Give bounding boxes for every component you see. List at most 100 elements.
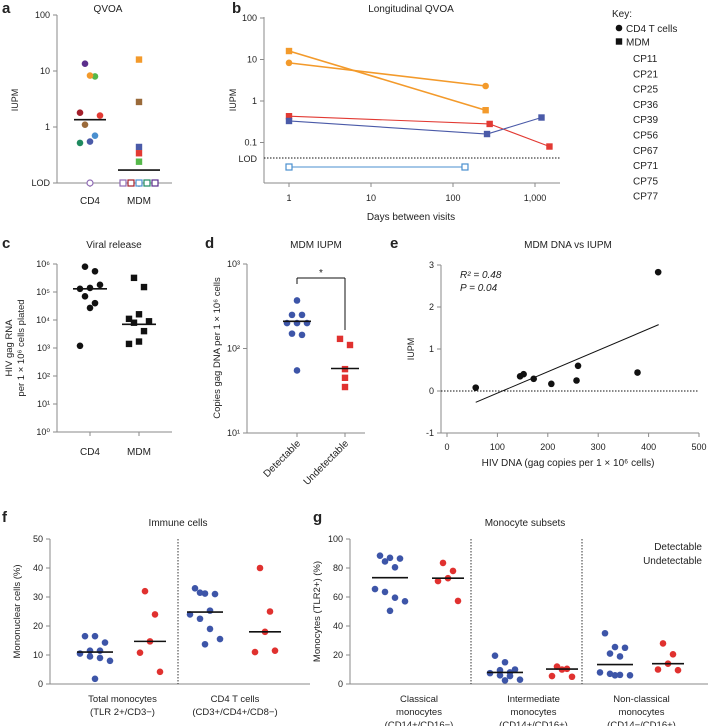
data-point (391, 563, 399, 571)
data-point (621, 644, 629, 652)
category-label: (CD14+/CD16−) (385, 720, 454, 726)
y-axis-label: IUPM (10, 89, 20, 112)
series-line (288, 115, 550, 148)
data-point (520, 370, 527, 378)
data-point (285, 113, 293, 120)
data-point (206, 625, 214, 633)
chart-title: Viral release (86, 240, 142, 251)
data-point (86, 647, 94, 654)
data-point (271, 647, 279, 654)
x-tick-label: 300 (591, 442, 606, 452)
data-point (596, 669, 604, 676)
data-point (91, 299, 99, 307)
data-point (371, 585, 379, 593)
chart-title: QVOA (94, 4, 123, 15)
series-line (288, 50, 486, 111)
key-label: MDM (626, 38, 650, 49)
data-point (530, 375, 537, 383)
y-tick-label: 0 (338, 679, 343, 689)
y-axis-label: IUPM (406, 338, 416, 361)
data-point (141, 587, 149, 595)
data-point (606, 670, 614, 678)
data-point (501, 658, 509, 666)
key-patient: CP75 (633, 176, 658, 187)
y-tick-label: 10² (227, 344, 240, 354)
data-point (91, 632, 99, 640)
data-point (76, 650, 84, 657)
category-label: (TLR 2+/CD3−) (90, 707, 155, 718)
key-patient: CP36 (633, 100, 658, 111)
significance-marker: * (319, 268, 323, 279)
data-point (81, 632, 89, 640)
data-point (91, 267, 99, 275)
data-point (96, 647, 104, 654)
x-tick-label: 200 (540, 442, 555, 452)
data-point (486, 120, 493, 128)
y-axis-label: Monocytes (TLR2+) (%) (312, 561, 323, 662)
data-point (119, 179, 127, 187)
data-point (341, 383, 349, 391)
y-tick-label: 10¹ (227, 428, 240, 438)
r-squared: R² = 0.48 (460, 270, 502, 281)
x-tick-label: 400 (641, 442, 656, 452)
data-point (386, 554, 394, 562)
legend-item: Detectable (654, 542, 702, 553)
p-value: P = 0.04 (460, 283, 498, 294)
y-tick-label: 20 (333, 650, 343, 660)
data-point (573, 377, 580, 384)
category-label: (CD14+/CD16+) (499, 720, 568, 726)
data-point (611, 672, 619, 679)
data-point (626, 672, 634, 679)
key-patient: CP39 (633, 115, 658, 126)
y-tick-label: 30 (33, 592, 43, 602)
data-point (496, 672, 504, 679)
key-title: Key: (612, 9, 632, 20)
data-point (136, 649, 144, 656)
data-point (106, 657, 114, 665)
key-patient: CP56 (633, 131, 658, 142)
x-tick-label: CD4 (80, 196, 100, 207)
data-point (96, 654, 104, 662)
data-point (81, 60, 89, 68)
data-point (454, 597, 462, 605)
data-point (91, 73, 99, 80)
data-point (669, 650, 677, 658)
data-point (86, 138, 94, 145)
legend-item: Undetectable (643, 556, 702, 567)
data-point (472, 384, 480, 391)
y-tick-label: 0 (38, 679, 43, 689)
series-line (288, 116, 542, 135)
data-point (553, 663, 561, 670)
data-point (548, 672, 556, 680)
x-tick-label: 500 (691, 442, 706, 452)
y-axis-label: Copies gag DNA per 1 × 10⁶ cells (212, 277, 223, 419)
data-point (293, 367, 301, 374)
data-point (196, 589, 204, 596)
y-tick-label: 2 (429, 302, 434, 312)
data-point (151, 611, 159, 618)
data-point (135, 158, 143, 165)
data-point (346, 341, 354, 349)
data-point (568, 673, 576, 681)
data-point (285, 117, 293, 125)
data-point (125, 315, 133, 323)
data-point (482, 107, 489, 114)
data-point (491, 652, 499, 660)
y-tick-label: 80 (333, 563, 343, 573)
data-point (143, 179, 151, 187)
chart-title: Longitudinal QVOA (368, 4, 454, 15)
y-tick-label: 100 (328, 534, 343, 544)
y-axis-label: IUPM (228, 89, 238, 112)
y-tick-label: 0.1 (244, 138, 257, 148)
data-point (135, 338, 143, 345)
y-tick-label: 40 (33, 563, 43, 573)
x-tick-label: 100 (490, 442, 505, 452)
y-tick-label: 1 (252, 96, 257, 106)
data-point (135, 179, 143, 187)
data-point (140, 283, 148, 291)
data-point (101, 639, 109, 646)
y-tick-label: 0 (429, 386, 434, 396)
x-tick-label: CD4 (80, 447, 100, 458)
data-point (91, 675, 99, 683)
